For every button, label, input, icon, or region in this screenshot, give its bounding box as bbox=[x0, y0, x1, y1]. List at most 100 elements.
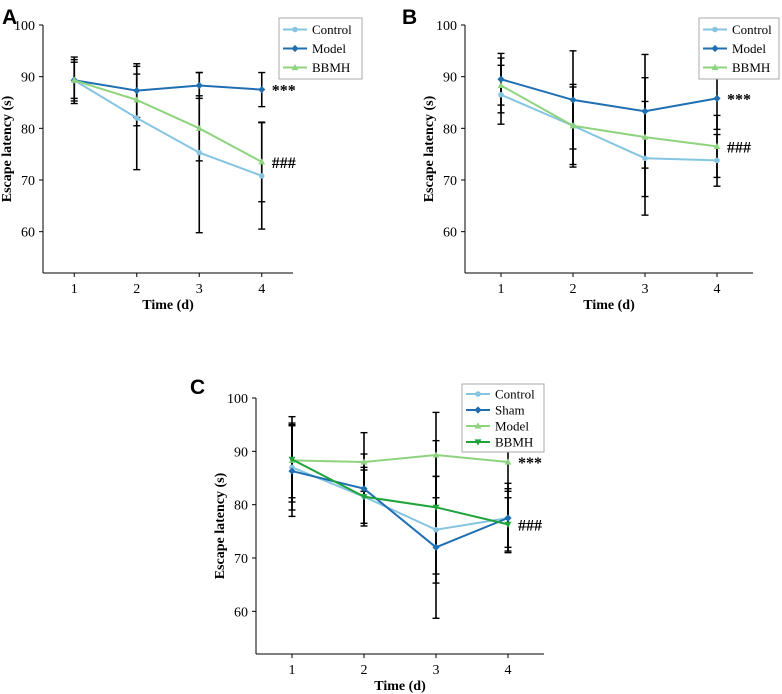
data-point-model bbox=[641, 107, 649, 115]
data-point-bbmh bbox=[288, 456, 296, 463]
significance-label: ### bbox=[518, 517, 542, 534]
data-point-model bbox=[569, 96, 577, 104]
legend-label-model: Model bbox=[732, 41, 766, 56]
legend-label-control: Control bbox=[495, 387, 535, 402]
significance-label: *** bbox=[518, 455, 542, 472]
data-point-model bbox=[497, 75, 505, 83]
legend-label-bbmh: BBMH bbox=[312, 60, 350, 75]
x-tick-label: 1 bbox=[71, 282, 78, 297]
data-point-control bbox=[258, 173, 265, 179]
data-point-bbmh bbox=[70, 76, 78, 83]
x-tick-label: 3 bbox=[196, 282, 203, 297]
legend-marker-bbmh bbox=[711, 63, 719, 71]
legend-label-model: Model bbox=[312, 41, 346, 56]
series-line-model bbox=[74, 79, 262, 92]
x-axis-title: Time (d) bbox=[142, 298, 194, 313]
significance-label: *** bbox=[272, 83, 296, 100]
data-point-model bbox=[195, 81, 203, 90]
y-tick-label: 90 bbox=[21, 71, 35, 86]
legend-marker-control bbox=[712, 26, 718, 33]
legend-label-model: Model bbox=[495, 419, 529, 434]
y-tick-label: 80 bbox=[443, 122, 457, 137]
y-axis-title: Escape latency (s) bbox=[422, 95, 437, 202]
legend-label-control: Control bbox=[312, 22, 352, 37]
legend-marker-bbmh bbox=[474, 439, 482, 446]
x-tick-label: 2 bbox=[570, 282, 577, 297]
series-line-bbmh bbox=[291, 458, 509, 526]
x-tick-label: 4 bbox=[258, 282, 265, 297]
y-tick-label: 90 bbox=[443, 71, 457, 86]
data-point-control bbox=[433, 526, 439, 533]
x-axis-title: Time (d) bbox=[583, 298, 635, 313]
y-tick-label: 100 bbox=[227, 392, 248, 407]
data-point-bbmh bbox=[504, 521, 512, 528]
y-tick-label: 60 bbox=[234, 605, 248, 620]
y-tick-label: 100 bbox=[14, 19, 35, 34]
data-point-control bbox=[196, 149, 203, 156]
significance-label: ### bbox=[272, 155, 296, 172]
data-point-model bbox=[432, 451, 440, 458]
data-point-model bbox=[360, 458, 368, 465]
data-point-bbmh bbox=[195, 124, 203, 131]
data-point-bbmh bbox=[258, 158, 266, 165]
data-point-control bbox=[642, 155, 648, 162]
data-point-bbmh bbox=[360, 494, 368, 501]
x-tick-label: 2 bbox=[361, 663, 368, 678]
x-tick-label: 1 bbox=[498, 282, 505, 297]
series-line-bbmh bbox=[73, 79, 263, 163]
x-tick-label: 2 bbox=[133, 282, 140, 297]
x-tick-label: 4 bbox=[505, 663, 512, 678]
panel-letter: A bbox=[2, 6, 17, 29]
data-point-bbmh bbox=[569, 122, 577, 129]
y-tick-label: 60 bbox=[21, 226, 35, 241]
series-line-sham bbox=[291, 470, 509, 549]
y-tick-label: 80 bbox=[21, 122, 35, 137]
series-line-bbmh bbox=[500, 84, 718, 148]
panel-a: A 60 70 80 90 100 1 2 3 4 Time (d) Escape latency (… bbox=[0, 6, 363, 313]
significance-label: ### bbox=[727, 139, 751, 156]
legend-marker-control bbox=[475, 391, 481, 397]
legend-marker-model bbox=[711, 44, 719, 53]
series-line-model bbox=[500, 78, 718, 113]
y-tick-label: 70 bbox=[443, 174, 457, 189]
data-point-bbmh bbox=[641, 133, 649, 140]
data-point-bbmh bbox=[432, 504, 440, 511]
legend-marker-control bbox=[292, 26, 298, 33]
y-axis-title: Escape latency (s) bbox=[0, 95, 15, 202]
data-point-model bbox=[504, 458, 512, 465]
data-point-sham bbox=[360, 485, 368, 493]
legend-marker-sham bbox=[474, 406, 482, 414]
y-tick-label: 70 bbox=[21, 174, 35, 189]
data-point-model bbox=[133, 87, 141, 95]
series-line-control bbox=[291, 466, 509, 531]
legend-label-bbmh: BBMH bbox=[732, 60, 770, 75]
y-axis-title: Escape latency (s) bbox=[213, 472, 228, 579]
legend-label-control: Control bbox=[732, 22, 772, 37]
legend-marker-bbmh bbox=[291, 63, 299, 71]
data-point-bbmh bbox=[713, 142, 721, 150]
legend-label-bbmh: BBMH bbox=[495, 435, 533, 450]
legend-label-sham: Sham bbox=[495, 403, 525, 418]
x-tick-label: 3 bbox=[642, 282, 649, 297]
significance-label: *** bbox=[727, 91, 751, 108]
legend-marker-model bbox=[474, 422, 482, 429]
x-tick-label: 1 bbox=[289, 663, 296, 678]
data-point-bbmh bbox=[497, 81, 505, 89]
data-point-sham bbox=[432, 543, 440, 551]
data-point-sham bbox=[288, 467, 296, 475]
x-tick-label: 3 bbox=[433, 663, 440, 678]
y-tick-label: 100 bbox=[436, 19, 457, 34]
panel-letter: C bbox=[190, 376, 205, 399]
legend-marker-model bbox=[291, 44, 299, 53]
y-tick-label: 60 bbox=[443, 226, 457, 241]
data-point-model bbox=[713, 94, 721, 102]
series-line-control bbox=[500, 93, 718, 162]
series-line-model bbox=[291, 454, 509, 464]
panel-c: C 60 70 80 90 100 1 2 3 4 Time (d) Escape latency (… bbox=[190, 376, 545, 694]
series-line-control bbox=[73, 79, 263, 177]
data-point-control bbox=[714, 157, 720, 164]
x-axis-title: Time (d) bbox=[374, 679, 426, 694]
data-point-model bbox=[258, 85, 266, 94]
panel-letter: B bbox=[402, 6, 417, 29]
